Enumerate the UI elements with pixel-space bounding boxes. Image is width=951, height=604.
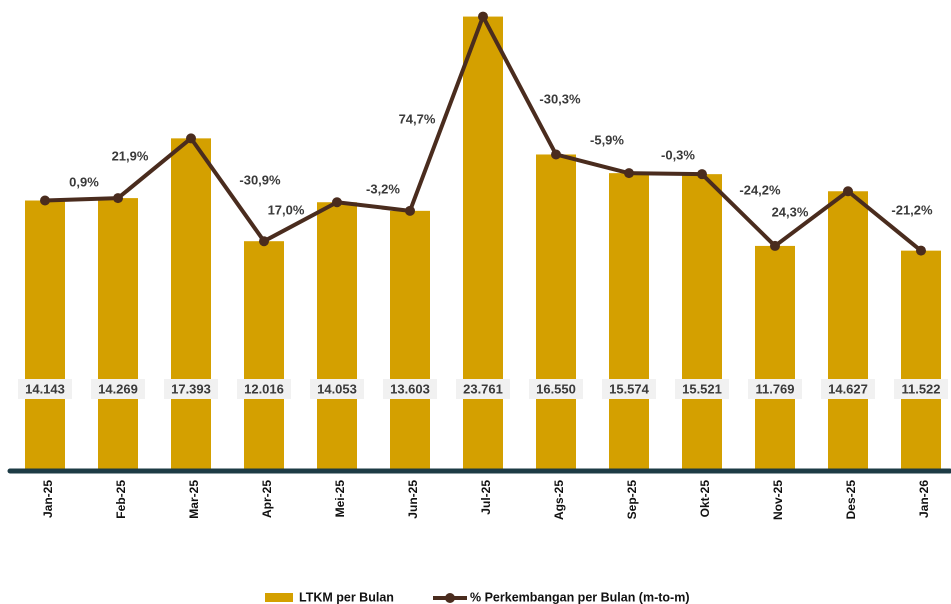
bar (755, 245, 795, 471)
growth-dot (770, 240, 780, 251)
legend-dot (445, 593, 455, 603)
x-tick-label: Sep-25 (625, 480, 639, 520)
value-label-bg (675, 379, 729, 399)
x-tick-label: Ags-25 (552, 480, 566, 520)
growth-dot (697, 169, 707, 180)
value-label-bg (529, 379, 583, 399)
x-tick-label: Okt-25 (698, 480, 712, 518)
growth-label: -30,9% (239, 172, 281, 187)
value-label: 15.574 (609, 381, 650, 396)
growth-label: 21,9% (112, 148, 149, 163)
value-label-bg (91, 379, 145, 399)
value-label-bg (164, 379, 218, 399)
growth-dot (332, 197, 342, 208)
legend-label: LTKM per Bulan (299, 590, 394, 604)
value-label: 14.143 (25, 381, 65, 396)
growth-label: 17,0% (268, 202, 305, 217)
value-label: 23.761 (463, 381, 503, 396)
bar (901, 250, 941, 471)
value-label-bg (18, 379, 72, 399)
growth-label: -5,9% (590, 132, 624, 147)
bar (536, 154, 576, 471)
x-tick-label: Apr-25 (260, 480, 274, 518)
growth-label: 24,3% (772, 204, 809, 219)
growth-dot (478, 11, 488, 22)
growth-label: -3,2% (366, 181, 400, 196)
value-label: 16.550 (536, 381, 576, 396)
x-tick-label: Mar-25 (187, 480, 201, 519)
bar (463, 16, 503, 472)
value-label: 14.053 (317, 381, 357, 396)
x-tick-label: Des-25 (844, 480, 858, 520)
value-label: 12.016 (244, 381, 284, 396)
value-label-bg (456, 379, 510, 399)
growth-dot (843, 186, 853, 197)
bar (244, 241, 284, 471)
bar (609, 173, 649, 471)
bar (25, 200, 65, 471)
bar (682, 174, 722, 471)
value-label: 11.769 (755, 381, 794, 396)
value-label-bg (383, 379, 437, 399)
growth-dot (405, 205, 415, 216)
value-label: 17.393 (171, 381, 211, 396)
bar (98, 198, 138, 471)
growth-dot (551, 149, 561, 160)
growth-label: -0,3% (661, 147, 695, 162)
growth-dot (113, 193, 123, 204)
x-tick-label: Jul-25 (479, 480, 493, 515)
value-label-bg (237, 379, 291, 399)
value-label: 14.269 (98, 381, 138, 396)
value-label-bg (310, 379, 364, 399)
x-tick-label: Mei-25 (333, 480, 347, 518)
growth-label: 74,7% (399, 111, 436, 126)
x-tick-label: Jun-25 (406, 480, 420, 519)
bar (828, 191, 868, 472)
x-tick-label: Nov-25 (771, 480, 785, 520)
value-label: 13.603 (390, 381, 430, 396)
growth-dot (624, 168, 634, 179)
growth-label: -21,2% (891, 202, 933, 217)
value-label-bg (602, 379, 656, 399)
value-label: 14.627 (828, 381, 868, 396)
bar (171, 138, 211, 471)
growth-dot (259, 236, 269, 247)
growth-label: -30,3% (539, 91, 581, 106)
value-label: 11.522 (901, 381, 940, 396)
legend-swatch (265, 593, 293, 602)
value-label-bg (748, 379, 802, 399)
growth-dot (40, 195, 50, 206)
x-tick-label: Jan-25 (41, 480, 55, 518)
bar (390, 210, 430, 471)
value-label: 15.521 (682, 381, 722, 396)
value-label-bg (821, 379, 875, 399)
growth-dot (916, 245, 926, 256)
x-tick-label: Jan-26 (917, 480, 931, 518)
value-label-bg (894, 379, 948, 399)
growth-label: -24,2% (739, 182, 781, 197)
growth-dot (186, 133, 196, 144)
bar (317, 202, 357, 471)
legend-label: % Perkembangan per Bulan (m-to-m) (470, 590, 689, 604)
x-tick-label: Feb-25 (114, 480, 128, 519)
growth-label: 0,9% (69, 174, 99, 189)
